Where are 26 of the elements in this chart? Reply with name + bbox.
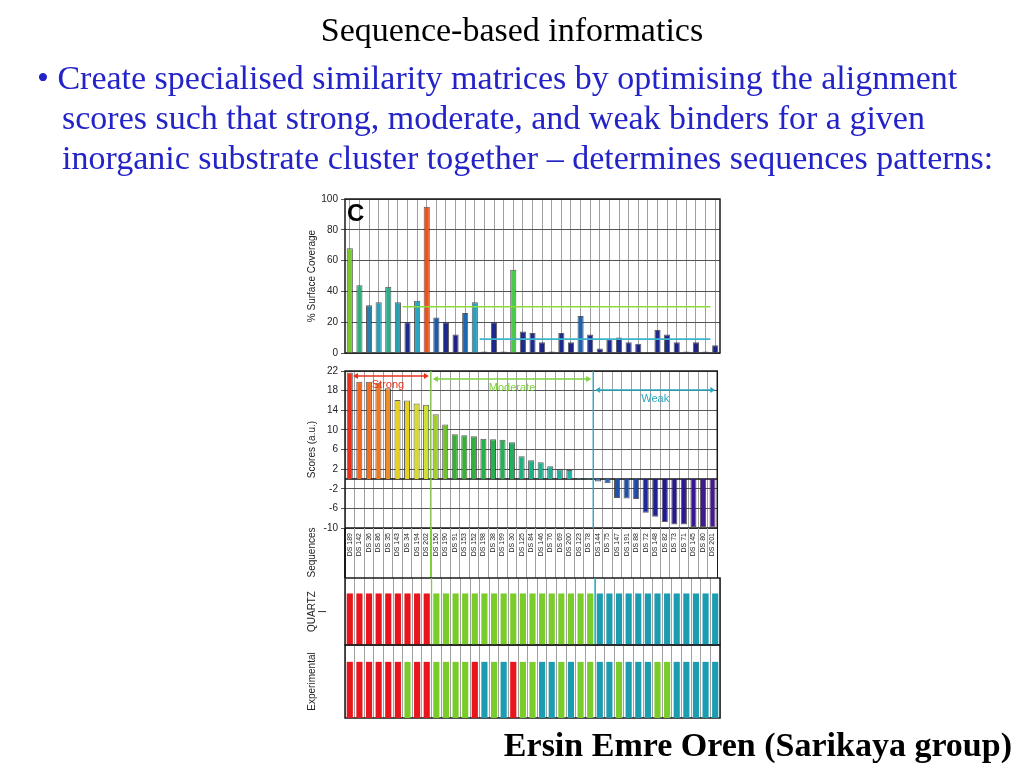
y-tick-label: -2 — [329, 482, 339, 494]
y-tick-label: 0 — [332, 346, 339, 358]
y-tick-label: 20 — [326, 315, 339, 327]
chart-title: Sequence-based informatics — [319, 11, 705, 49]
chart-subtitle: • Create specialised similarity matrices by optimising the alignment scores such that strong, moderate, and weak binders for a given inorganic substrate cluster together – determines sequences patterns: — [37, 58, 995, 178]
y-tick-label: 10 — [326, 423, 339, 435]
text: Sequences — [305, 527, 317, 578]
y-tick-label: 80 — [326, 223, 339, 235]
y-tick-label: 100 — [321, 192, 339, 204]
y-tick-label: -6 — [329, 502, 339, 514]
annotation: Weak — [641, 391, 670, 404]
y-axis-title: Scores (a.u.) — [305, 420, 317, 479]
y-tick-label: -10 — [323, 521, 339, 533]
y-tick-label: 2 — [332, 462, 339, 474]
y-tick-label: 14 — [326, 404, 339, 415]
y-tick-label: 22 — [326, 364, 339, 376]
y-tick-label: 18 — [326, 384, 339, 396]
annotation: C — [347, 198, 365, 226]
y-tick-label: 6 — [332, 443, 339, 455]
y-tick-label: 40 — [326, 285, 339, 297]
y-tick-label: 60 — [326, 254, 339, 266]
annotation: Moderate — [488, 380, 536, 393]
y-axis-title: QUARTZ I — [305, 591, 328, 632]
y-axis-title: % Surface Coverage — [305, 229, 317, 323]
y-axis-title: Experimental — [305, 652, 317, 711]
text: Ersin Emre Oren (Sarikaya group) — [503, 726, 1012, 764]
